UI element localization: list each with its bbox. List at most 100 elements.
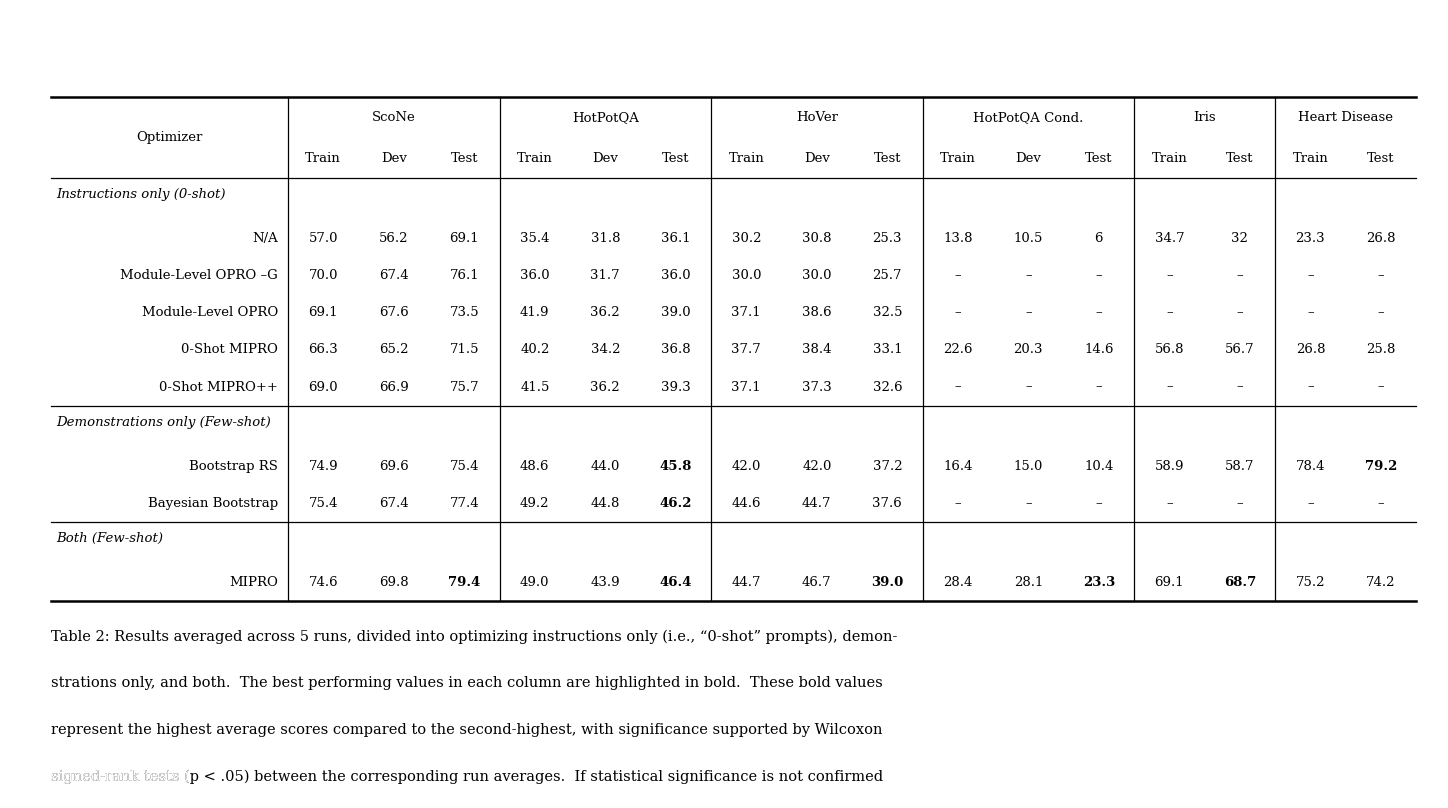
Text: –: – bbox=[1025, 497, 1031, 510]
Text: –: – bbox=[1096, 269, 1102, 282]
Text: Train: Train bbox=[1151, 152, 1187, 165]
Text: 56.8: 56.8 bbox=[1154, 343, 1184, 356]
Text: Module-Level OPRO –G: Module-Level OPRO –G bbox=[120, 269, 278, 282]
Text: Train: Train bbox=[940, 152, 976, 165]
Text: 69.6: 69.6 bbox=[379, 460, 408, 473]
Text: 37.7: 37.7 bbox=[731, 343, 762, 356]
Text: –: – bbox=[1025, 306, 1031, 319]
Text: 66.9: 66.9 bbox=[379, 381, 408, 393]
Text: Bootstrap RS: Bootstrap RS bbox=[190, 460, 278, 473]
Text: 30.2: 30.2 bbox=[731, 232, 762, 245]
Text: 13.8: 13.8 bbox=[943, 232, 973, 245]
Text: 37.2: 37.2 bbox=[873, 460, 902, 473]
Text: ScoNe: ScoNe bbox=[372, 112, 416, 124]
Text: Iris: Iris bbox=[1193, 112, 1216, 124]
Text: 31.8: 31.8 bbox=[591, 232, 620, 245]
Text: 32: 32 bbox=[1231, 232, 1248, 245]
Text: –: – bbox=[1096, 381, 1102, 393]
Text: 76.1: 76.1 bbox=[449, 269, 479, 282]
Text: Optimizer: Optimizer bbox=[136, 131, 203, 144]
Text: Test: Test bbox=[1226, 152, 1254, 165]
Text: 0-Shot MIPRO: 0-Shot MIPRO bbox=[181, 343, 278, 356]
Text: HoVer: HoVer bbox=[796, 112, 838, 124]
Text: 69.1: 69.1 bbox=[449, 232, 479, 245]
Text: represent the highest average scores compared to the second-highest, with signif: represent the highest average scores com… bbox=[51, 723, 882, 737]
Text: Test: Test bbox=[1367, 152, 1394, 165]
Text: 25.3: 25.3 bbox=[873, 232, 902, 245]
Text: Dev: Dev bbox=[592, 152, 618, 165]
Text: –: – bbox=[1166, 269, 1173, 282]
Text: –: – bbox=[1308, 497, 1313, 510]
Text: 41.9: 41.9 bbox=[520, 306, 549, 319]
Text: 36.1: 36.1 bbox=[660, 232, 691, 245]
Text: 37.1: 37.1 bbox=[731, 381, 762, 393]
Text: –: – bbox=[1377, 381, 1384, 393]
Text: HotPotQA: HotPotQA bbox=[572, 112, 639, 124]
Text: 46.2: 46.2 bbox=[659, 497, 692, 510]
Text: 56.2: 56.2 bbox=[379, 232, 408, 245]
Text: 67.4: 67.4 bbox=[379, 269, 408, 282]
Text: 57.0: 57.0 bbox=[308, 232, 337, 245]
Text: Module-Level OPRO: Module-Level OPRO bbox=[142, 306, 278, 319]
Text: MIPRO: MIPRO bbox=[229, 576, 278, 589]
Text: strations only, and both.  The best performing values in each column are highlig: strations only, and both. The best perfo… bbox=[51, 676, 882, 690]
Text: 45.8: 45.8 bbox=[660, 460, 692, 473]
Text: –: – bbox=[1237, 306, 1244, 319]
Text: 39.3: 39.3 bbox=[660, 381, 691, 393]
Text: 20.3: 20.3 bbox=[1014, 343, 1043, 356]
Text: 74.6: 74.6 bbox=[308, 576, 337, 589]
Text: –: – bbox=[1096, 497, 1102, 510]
Text: 56.7: 56.7 bbox=[1225, 343, 1254, 356]
Text: –: – bbox=[1308, 269, 1313, 282]
Text: 58.7: 58.7 bbox=[1225, 460, 1254, 473]
Text: Bayesian Bootstrap: Bayesian Bootstrap bbox=[148, 497, 278, 510]
Text: 67.6: 67.6 bbox=[379, 306, 408, 319]
Text: 71.5: 71.5 bbox=[449, 343, 479, 356]
Text: 68.7: 68.7 bbox=[1224, 576, 1255, 589]
Text: 48.6: 48.6 bbox=[520, 460, 549, 473]
Text: 79.4: 79.4 bbox=[447, 576, 481, 589]
Text: Test: Test bbox=[1085, 152, 1112, 165]
Text: –: – bbox=[1377, 497, 1384, 510]
Text: –: – bbox=[1166, 381, 1173, 393]
Text: 65.2: 65.2 bbox=[379, 343, 408, 356]
Text: 28.4: 28.4 bbox=[943, 576, 973, 589]
Text: –: – bbox=[1377, 269, 1384, 282]
Text: 33.1: 33.1 bbox=[873, 343, 902, 356]
Text: –: – bbox=[1377, 306, 1384, 319]
Text: 36.2: 36.2 bbox=[591, 306, 620, 319]
Text: 43.9: 43.9 bbox=[591, 576, 620, 589]
Text: 36.0: 36.0 bbox=[520, 269, 550, 282]
Text: 40.2: 40.2 bbox=[520, 343, 549, 356]
Text: –: – bbox=[1025, 381, 1031, 393]
Text: 75.4: 75.4 bbox=[308, 497, 337, 510]
Text: Dev: Dev bbox=[804, 152, 830, 165]
Text: 0-Shot MIPRO++: 0-Shot MIPRO++ bbox=[159, 381, 278, 393]
Text: 10.5: 10.5 bbox=[1014, 232, 1043, 245]
Text: signed-rank tests (p < .05) between the corresponding run averages.  If statisti: signed-rank tests (p < .05) between the … bbox=[51, 770, 883, 785]
Text: Heart Disease: Heart Disease bbox=[1299, 112, 1393, 124]
Text: Table 2: Results averaged across 5 runs, divided into optimizing instructions on: Table 2: Results averaged across 5 runs,… bbox=[51, 629, 898, 644]
Text: 25.7: 25.7 bbox=[873, 269, 902, 282]
Text: 32.6: 32.6 bbox=[873, 381, 902, 393]
Text: 73.5: 73.5 bbox=[449, 306, 479, 319]
Text: Train: Train bbox=[1293, 152, 1328, 165]
Text: 30.0: 30.0 bbox=[802, 269, 831, 282]
Text: 44.7: 44.7 bbox=[731, 576, 762, 589]
Text: 69.1: 69.1 bbox=[1154, 576, 1184, 589]
Text: –: – bbox=[1096, 306, 1102, 319]
Text: 58.9: 58.9 bbox=[1154, 460, 1184, 473]
Text: 36.2: 36.2 bbox=[591, 381, 620, 393]
Text: 41.5: 41.5 bbox=[520, 381, 549, 393]
Text: –: – bbox=[1166, 306, 1173, 319]
Text: Train: Train bbox=[306, 152, 342, 165]
Text: 37.1: 37.1 bbox=[731, 306, 762, 319]
Text: 70.0: 70.0 bbox=[308, 269, 337, 282]
Text: Test: Test bbox=[662, 152, 689, 165]
Text: 36.8: 36.8 bbox=[660, 343, 691, 356]
Text: 23.3: 23.3 bbox=[1296, 232, 1325, 245]
Text: 32.5: 32.5 bbox=[873, 306, 902, 319]
Text: Dev: Dev bbox=[1015, 152, 1041, 165]
Text: –: – bbox=[1025, 269, 1031, 282]
Text: 66.3: 66.3 bbox=[308, 343, 337, 356]
